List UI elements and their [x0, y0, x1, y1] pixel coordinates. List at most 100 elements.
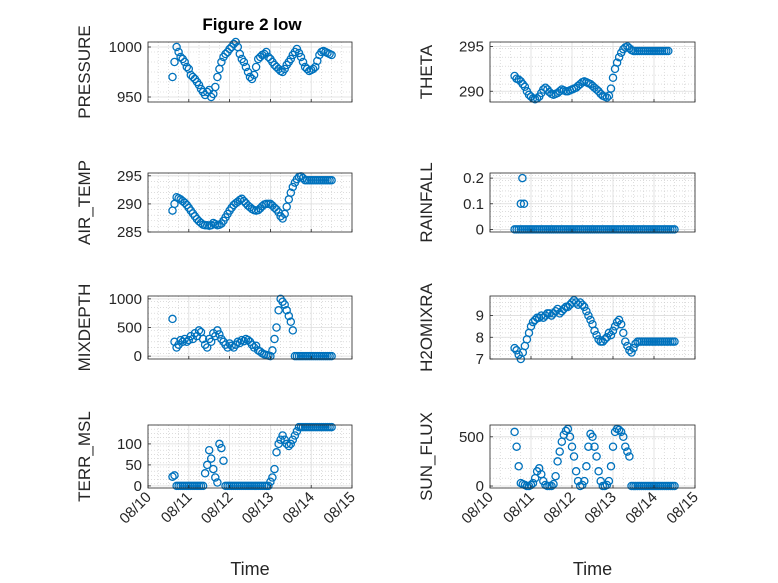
data-point [518, 173, 527, 183]
data-point [327, 176, 336, 185]
data-point [282, 439, 291, 449]
data-point [241, 62, 251, 72]
y-tick-label: 285 [117, 224, 142, 241]
data-point [206, 454, 216, 463]
data-series [168, 172, 336, 231]
data-point [284, 311, 294, 321]
data-point [215, 439, 224, 449]
y-axis-label: MIXDEPTH [75, 284, 94, 372]
data-point [526, 322, 536, 331]
y-tick-label: 9 [476, 308, 484, 325]
data-point [286, 439, 296, 449]
data-point [225, 44, 234, 54]
y-tick-label: 8 [476, 329, 484, 346]
data-point [519, 199, 529, 209]
x-tick-label: 08/12 [198, 489, 237, 528]
data-point [211, 473, 220, 482]
data-point [194, 80, 204, 90]
y-tick-label: 0 [134, 478, 142, 495]
y-tick-label: 950 [117, 89, 142, 106]
data-point [239, 336, 249, 346]
data-point [282, 202, 291, 211]
data-point [629, 343, 638, 353]
data-point [217, 57, 226, 67]
data-point [567, 442, 577, 451]
data-point [596, 476, 605, 486]
data-point [278, 214, 287, 223]
subplot-mixdepth: 0 500 1000 MIXDEPTH [75, 284, 353, 372]
y-tick-label: 500 [117, 320, 142, 337]
y-tick-label: 0 [476, 478, 484, 495]
data-point [213, 326, 222, 335]
data-point [614, 52, 624, 62]
data-point [584, 442, 593, 451]
data-point [559, 304, 569, 314]
data-point [251, 62, 261, 72]
axes-background [148, 425, 352, 488]
data-point [298, 57, 308, 67]
data-point [553, 457, 562, 466]
y-tick-label: 290 [117, 196, 142, 213]
axes-frame [147, 424, 353, 489]
data-point [274, 439, 283, 449]
data-point [200, 469, 210, 478]
data-point [623, 447, 632, 456]
data-series [510, 42, 673, 104]
data-point [286, 54, 296, 64]
y-tick-label: 0.2 [463, 170, 484, 187]
data-point [211, 82, 220, 92]
data-point [606, 462, 616, 471]
data-point [514, 462, 523, 471]
data-point [578, 300, 587, 309]
data-point [274, 306, 283, 315]
data-point [206, 337, 216, 347]
data-point [327, 422, 336, 432]
data-point [168, 472, 177, 481]
data-point [174, 47, 183, 57]
data-point [590, 442, 599, 451]
data-point [588, 432, 597, 442]
data-point [512, 442, 521, 451]
x-tick-label: 08/14 [279, 489, 318, 528]
data-point [604, 328, 614, 338]
y-axis-label: THETA [417, 44, 436, 99]
data-point [288, 182, 298, 192]
data-point [553, 304, 562, 314]
x-tick-label: 08/12 [540, 489, 579, 528]
data-point [627, 348, 636, 357]
data-point [600, 335, 610, 344]
data-point [176, 52, 185, 62]
data-point [198, 481, 208, 491]
axes-frame [489, 424, 696, 489]
data-point [280, 435, 289, 444]
subplot-pressure: 950 1000 PRESSURE [75, 25, 353, 119]
data-series [168, 37, 336, 102]
data-point [282, 306, 291, 315]
data-point [268, 346, 277, 355]
data-point [213, 72, 222, 82]
data-point [606, 84, 616, 93]
data-point [670, 481, 679, 491]
y-axis-label: AIR_TEMP [75, 160, 94, 245]
data-point [602, 93, 612, 102]
data-point [510, 343, 519, 353]
data-point [272, 448, 281, 457]
data-point [227, 341, 236, 351]
data-point [276, 212, 285, 221]
data-point [239, 57, 249, 67]
data-point [327, 50, 336, 60]
data-point [262, 47, 271, 57]
data-point [612, 317, 622, 327]
y-tick-label: 0 [134, 348, 142, 365]
figure-title: Figure 2 low [202, 15, 302, 34]
subplot-rainfall: 0 0.1 0.2 RAINFALL [417, 162, 696, 243]
data-point [168, 314, 177, 324]
data-point [594, 335, 603, 344]
data-point [625, 452, 634, 461]
data-point [555, 87, 564, 96]
data-point [274, 208, 283, 217]
y-tick-label: 295 [117, 168, 142, 185]
